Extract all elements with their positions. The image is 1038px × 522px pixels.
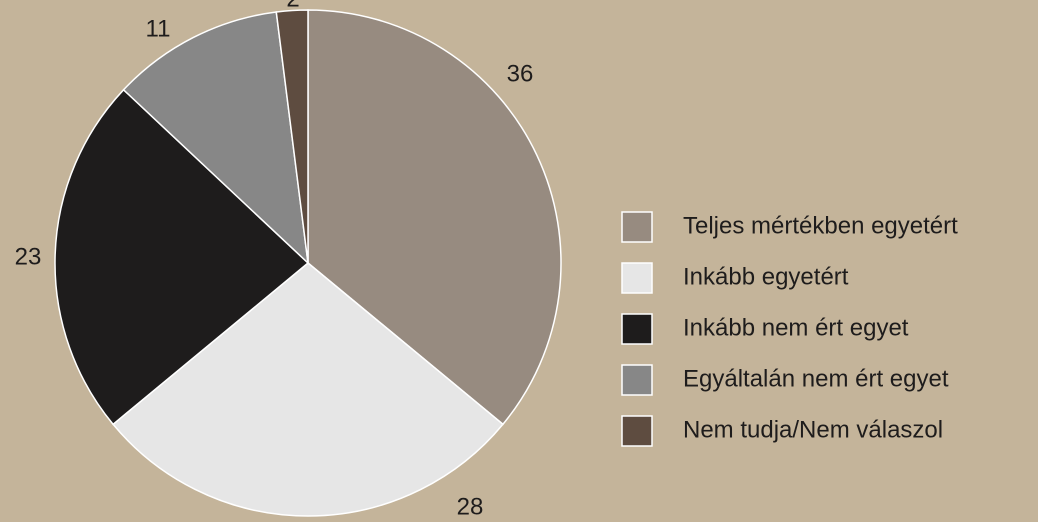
legend-label: Teljes mértékben egyetért	[683, 212, 958, 239]
legend-swatch	[621, 262, 653, 294]
data-label: 2	[286, 0, 299, 12]
legend-swatch	[621, 313, 653, 345]
pie-slice	[112, 262, 504, 517]
legend-label: Nem tudja/Nem válaszol	[683, 416, 943, 443]
pie-slice	[54, 88, 310, 426]
data-label: 36	[507, 60, 534, 87]
legend-swatch	[621, 211, 653, 243]
legend-label: Egyáltalán nem ért egyet	[683, 365, 949, 392]
data-label: 23	[15, 243, 42, 270]
data-label: 11	[146, 15, 171, 42]
pie-slice	[307, 9, 562, 426]
pie-slice	[275, 9, 309, 264]
legend-label: Inkább egyetért	[683, 263, 849, 290]
data-label: 28	[457, 493, 484, 520]
legend-swatch	[621, 415, 653, 447]
pie-slice	[122, 11, 310, 265]
legend-label: Inkább nem ért egyet	[683, 314, 909, 341]
legend-swatch	[621, 364, 653, 396]
